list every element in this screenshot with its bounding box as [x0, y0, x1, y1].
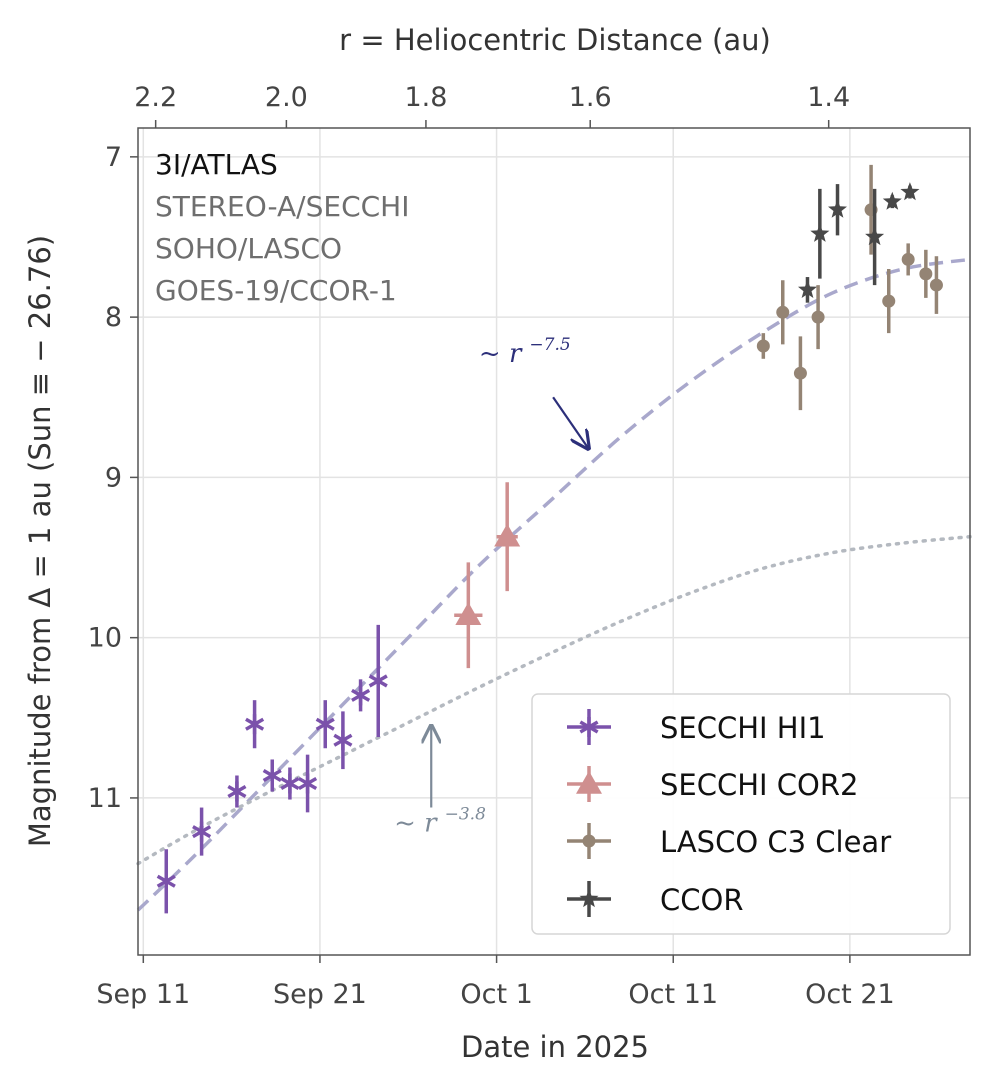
legend-symbol-secchi_hi1 — [579, 717, 599, 737]
data-point-secchi_hi1 — [262, 765, 282, 786]
legend-label-secchi-hi1: SECCHI HI1 — [660, 711, 826, 745]
instrument-line-3: GOES-19/CCOR-1 — [155, 274, 397, 307]
x-tick-label: Oct 21 — [805, 979, 895, 1010]
top-tick-label: 2.0 — [265, 82, 308, 113]
y-tick-label: 8 — [105, 302, 122, 333]
y-tick-label: 9 — [105, 462, 122, 493]
object-name: 3I/ATLAS — [155, 148, 278, 181]
data-point-secchi_hi1 — [192, 821, 212, 842]
fit-curve-fit_38 — [136, 534, 972, 866]
y-tick-label: 7 — [105, 142, 122, 173]
data-point-lasco_c3 — [811, 310, 825, 324]
instrument-annotation: 3I/ATLAS STEREO-A/SECCHI SOHO/LASCO GOES… — [155, 148, 410, 307]
legend-box — [531, 693, 951, 935]
data-point-ccor — [828, 199, 847, 218]
legend-label-lasco-c3: LASCO C3 Clear — [660, 825, 891, 859]
data-point-secchi_hi1 — [351, 685, 371, 706]
data-point-lasco_c3 — [882, 294, 896, 308]
x-tick-label: Oct 1 — [460, 979, 532, 1010]
data-point-ccor — [900, 182, 920, 201]
legend-marker-lasco_c3 — [567, 823, 611, 859]
top-tick-label: 1.6 — [569, 82, 612, 113]
plot-frame — [137, 127, 971, 956]
data-point-secchi_hi1 — [298, 773, 318, 794]
legend-marker-secchi_cor2 — [567, 766, 611, 802]
top-tick-label: 2.2 — [134, 82, 177, 113]
fit-curve-fit_75 — [136, 257, 971, 912]
legend-symbol-lasco_c3 — [582, 834, 596, 848]
power-law-label-fit_75: ~ r −7.5 — [479, 335, 571, 369]
top-tick-label: 1.4 — [807, 82, 850, 113]
series-ccor — [798, 182, 920, 303]
legend-symbol-ccor — [579, 889, 599, 908]
data-point-secchi_cor2 — [494, 523, 521, 547]
data-point-lasco_c3 — [756, 339, 770, 353]
data-point-secchi_hi1 — [245, 714, 265, 735]
power-law-arrow-fit_75 — [552, 396, 588, 448]
data-series — [156, 164, 943, 914]
data-point-lasco_c3 — [901, 252, 915, 266]
data-point-secchi_hi1 — [315, 714, 335, 735]
data-point-secchi_hi1 — [368, 670, 388, 691]
data-point-ccor — [810, 223, 830, 242]
instrument-line-2: SOHO/LASCO — [155, 232, 342, 265]
series-secchi_cor2 — [454, 482, 521, 669]
legend-label-ccor: CCOR — [660, 883, 743, 917]
data-point-secchi_hi1 — [333, 730, 353, 751]
y-axis-title: Magnitude from Δ = 1 au (Sun ≡ − 26.76) — [23, 235, 57, 847]
x-tick-label: Sep 21 — [273, 979, 367, 1010]
data-point-ccor — [882, 191, 902, 210]
legend-symbol-secchi_cor2 — [576, 771, 602, 794]
data-point-secchi_cor2 — [455, 602, 482, 625]
top-tick-label: 1.8 — [404, 82, 447, 113]
legend-marker-ccor — [567, 881, 611, 917]
top-axis-title: r = Heliocentric Distance (au) — [339, 23, 771, 57]
data-point-lasco_c3 — [919, 267, 933, 281]
data-point-secchi_hi1 — [227, 781, 247, 802]
data-point-lasco_c3 — [793, 366, 807, 380]
legend-marker-secchi_hi1 — [567, 709, 611, 745]
x-tick-label: Sep 11 — [96, 979, 190, 1010]
data-point-ccor — [798, 279, 817, 298]
data-point-secchi_hi1 — [156, 871, 176, 892]
data-point-lasco_c3 — [929, 278, 943, 292]
plot-border — [137, 127, 971, 956]
power-law-label-fit_38: ~ r −3.8 — [394, 805, 486, 839]
instrument-line-1: STEREO-A/SECCHI — [155, 190, 410, 223]
y-tick-label: 10 — [88, 623, 122, 654]
data-point-ccor — [865, 227, 885, 246]
data-point-secchi_hi1 — [280, 773, 300, 794]
axes: Sep 11 Sep 21 Oct 1 Oct 11 Oct 21 7 8 9 10 11 2.2 2… — [88, 82, 895, 1010]
series-secchi_hi1 — [156, 624, 388, 914]
y-tick-label: 11 — [88, 783, 122, 814]
legend-label-secchi-cor2: SECCHI COR2 — [660, 768, 858, 802]
data-point-lasco_c3 — [776, 305, 790, 319]
legend: SECCHI HI1 SECCHI COR2 LASCO C3 Clear CC… — [531, 693, 951, 935]
x-axis-title: Date in 2025 — [461, 1030, 649, 1064]
fit-curves — [136, 257, 972, 912]
x-tick-label: Oct 11 — [628, 979, 718, 1010]
